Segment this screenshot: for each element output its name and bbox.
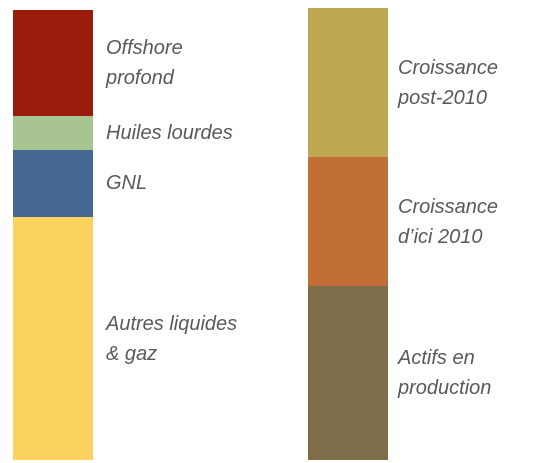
segment-label: GNL <box>106 172 148 195</box>
bar-segment <box>13 149 93 217</box>
bar-segment <box>308 157 388 286</box>
segment-label: Autres liquides & gaz <box>106 312 238 365</box>
segment-label: Croissance d’ici 2010 <box>398 195 499 248</box>
segment-label: Offshore profond <box>106 36 183 89</box>
bar-segment <box>13 115 93 150</box>
bar-segment <box>13 217 93 460</box>
segment-label: Actifs en production <box>398 346 492 399</box>
bar-segment <box>308 8 388 158</box>
bar-segment <box>13 10 93 116</box>
segment-label: Croissance post-2010 <box>398 56 499 109</box>
bar-segment <box>308 285 388 460</box>
segment-label: Huiles lourdes <box>106 121 233 144</box>
